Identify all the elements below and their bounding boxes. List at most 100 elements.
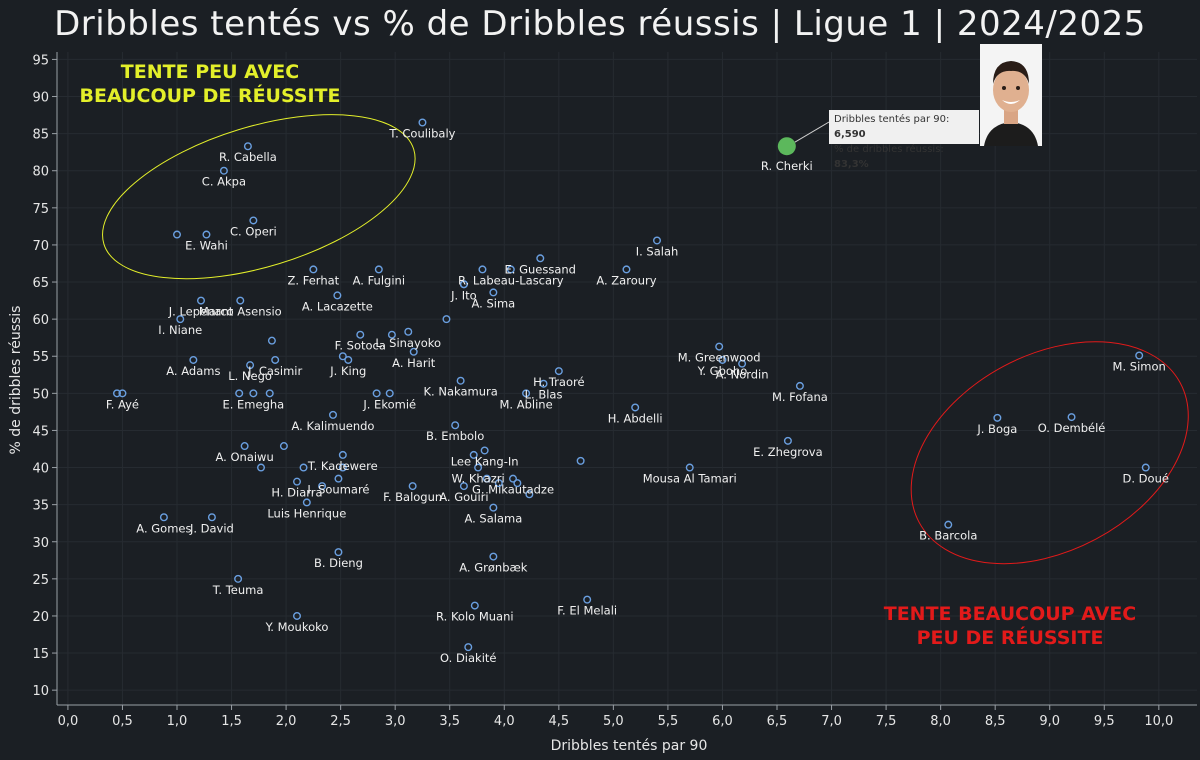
data-point [333, 291, 342, 300]
point-label: F. Sotoca [335, 339, 386, 353]
point-label: M. Greenwood [678, 351, 761, 365]
zone-label-high-attempts-low-success: TENTE BEAUCOUP AVEC PEU DE RÉUSSITE [860, 602, 1160, 650]
point-label: C. Operi [230, 224, 277, 238]
data-point [631, 403, 640, 412]
player-photo-illustration [980, 44, 1042, 146]
data-point [795, 381, 804, 390]
point-label: R. Cabella [219, 150, 277, 164]
data-point [338, 352, 347, 361]
point-label: Luis Henrique [267, 506, 346, 520]
zone-label-line: PEU DE RÉUSSITE [916, 627, 1104, 649]
data-point [536, 254, 545, 263]
x-tick-label: 2,0 [276, 714, 297, 729]
data-point [469, 450, 478, 459]
point-label: F. Balogun [383, 490, 442, 504]
data-point [482, 474, 491, 483]
highlight-label: R. Cherki [761, 159, 813, 173]
data-point [451, 421, 460, 430]
data-point [302, 498, 311, 507]
point-label: C. Akpa [202, 175, 246, 189]
data-point [318, 482, 327, 491]
x-tick-label: 8,0 [930, 714, 951, 729]
x-tick-label: 0,5 [112, 714, 133, 729]
y-tick-label: 85 [32, 128, 49, 143]
data-point [372, 389, 381, 398]
zone-label-low-attempts-high-success: TENTE PEU AVEC BEAUCOUP DE RÉUSSITE [60, 60, 360, 108]
data-point [112, 389, 121, 398]
point-label: Marco Asensio [199, 305, 282, 319]
point-label: K. Nakamura [423, 385, 497, 399]
y-tick-label: 30 [32, 536, 49, 551]
point-label: E. Emegha [222, 397, 284, 411]
point-label: A. Lacazette [302, 299, 373, 313]
data-point [309, 265, 318, 274]
callout-value: 83,3% [834, 159, 869, 170]
data-point [334, 548, 343, 557]
data-point [576, 456, 585, 465]
data-point [738, 359, 747, 368]
y-tick-label: 10 [32, 684, 49, 699]
y-tick-label: 45 [32, 424, 49, 439]
point-label: M. Fofana [772, 390, 828, 404]
data-point [385, 389, 394, 398]
zone-label-line: BEAUCOUP DE RÉUSSITE [79, 85, 341, 107]
x-tick-label: 2,5 [330, 714, 351, 729]
zone-ellipses [102, 114, 1189, 565]
data-point [494, 479, 503, 488]
zone-label-line: TENTE PEU AVEC [120, 61, 300, 83]
point-label: J. Lepenant [168, 305, 234, 319]
data-point [583, 595, 592, 604]
point-label: R. Labeau-Lascary [458, 273, 564, 287]
point-label: W. Khazri [451, 472, 504, 486]
data-point [176, 315, 185, 324]
point-label: J. Casimir [247, 364, 302, 378]
data-point [293, 477, 302, 486]
y-tick-label: 15 [32, 647, 49, 662]
data-point [418, 118, 427, 127]
point-label: O. Diakité [440, 651, 496, 665]
point-label: A. Nordin [716, 368, 769, 382]
x-axis-label: Dribbles tentés par 90 [551, 738, 708, 754]
data-point [271, 355, 280, 364]
zone-ellipse-low-attempts [102, 114, 416, 280]
point-label: A. Sima [471, 296, 515, 310]
callout-label: % de dribbles réussis: [834, 144, 944, 155]
point-label: I. Soumaré [307, 483, 369, 497]
data-point [202, 230, 211, 239]
data-point [196, 296, 205, 305]
data-point [344, 355, 353, 364]
x-tick-label: 4,5 [548, 714, 569, 729]
point-label: T. Kadewere [307, 459, 378, 473]
point-label: B. Dieng [314, 556, 363, 570]
data-point [489, 552, 498, 561]
data-point [442, 315, 451, 324]
x-tick-label: 8,5 [985, 714, 1006, 729]
point-label: B. Embolo [426, 429, 484, 443]
x-tick-label: 0,0 [58, 714, 79, 729]
callout-leader-line [794, 121, 830, 143]
point-label: H. Diarra [271, 486, 322, 500]
point-label: D. Doué [1123, 472, 1169, 486]
point-label: H. Traoré [533, 375, 584, 389]
y-tick-label: 75 [32, 202, 49, 217]
data-point [474, 463, 483, 472]
point-label: F. Ayé [106, 397, 139, 411]
x-tick-label: 5,0 [603, 714, 624, 729]
point-label: Y. Moukoko [265, 620, 329, 634]
x-tick-label: 3,0 [385, 714, 406, 729]
y-tick-label: 90 [32, 91, 49, 106]
data-point [506, 265, 515, 274]
y-tick-label: 95 [32, 53, 49, 68]
y-tick-label: 20 [32, 610, 49, 625]
data-point [240, 442, 249, 451]
data-point [459, 280, 468, 289]
data-point [1141, 463, 1150, 472]
data-point [459, 482, 468, 491]
data-point [172, 230, 181, 239]
data-point [293, 611, 302, 620]
data-point [1067, 413, 1076, 422]
y-tick-label: 50 [32, 387, 49, 402]
y-axis-label: % de dribbles réussis [8, 306, 24, 455]
data-point [338, 463, 347, 472]
